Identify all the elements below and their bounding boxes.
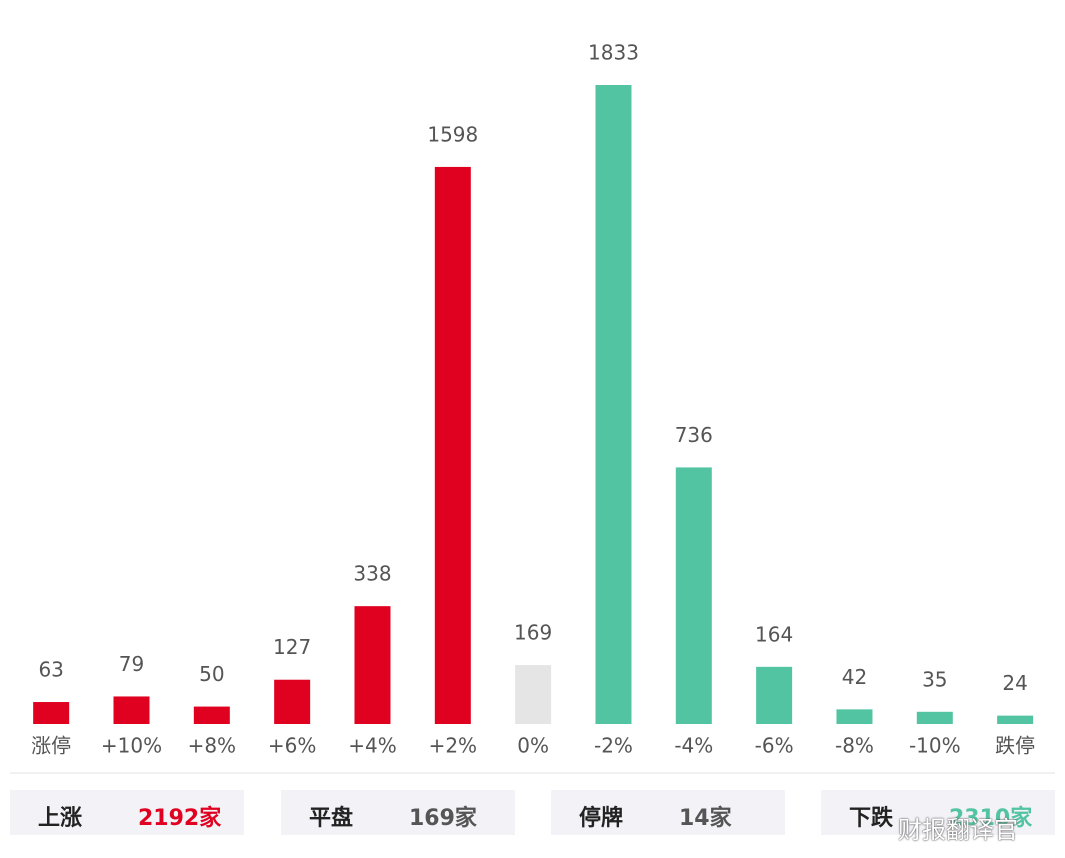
value-label: 736: [675, 423, 713, 447]
value-label: 42: [842, 665, 867, 689]
bar: [515, 665, 552, 724]
x-tick-label: +2%: [429, 734, 478, 758]
x-tick-label: -4%: [674, 734, 713, 758]
watermark: 财报翻译官: [898, 816, 1018, 844]
bar: [434, 166, 471, 724]
value-label: 79: [119, 652, 144, 676]
summary-label: 上涨: [38, 806, 83, 831]
bar: [274, 679, 311, 724]
bar: [113, 696, 150, 724]
x-tick-label: -6%: [755, 734, 794, 758]
value-label: 127: [273, 635, 311, 659]
value-label: 35: [922, 667, 947, 691]
value-label: 1598: [427, 122, 478, 146]
summary-label: 停牌: [579, 806, 624, 831]
bar: [916, 711, 953, 724]
x-tick-label: +6%: [268, 734, 317, 758]
bar: [675, 467, 712, 724]
value-label: 50: [199, 662, 224, 686]
summary-value: 2310家: [949, 806, 1033, 831]
x-tick-label: -8%: [835, 734, 874, 758]
bar: [354, 606, 391, 724]
value-label: 63: [38, 658, 63, 682]
bar: [193, 706, 230, 724]
value-label: 164: [755, 622, 793, 646]
value-label: 24: [1002, 671, 1027, 695]
x-tick-label: +10%: [101, 734, 162, 758]
bar: [836, 709, 873, 724]
bar: [595, 85, 632, 724]
x-tick-label: +4%: [348, 734, 397, 758]
summary-label: 平盘: [309, 806, 354, 831]
bar: [33, 702, 70, 724]
value-label: 338: [353, 562, 391, 586]
chart: 63 涨停 79 +10% 50 +8% 127 +6% 338 +4% 1598 +2% 169 0% 1…: [10, 41, 1055, 774]
x-tick-label: 涨停: [31, 734, 71, 758]
summary-label: 下跌: [849, 806, 894, 831]
x-tick-label: 跌停: [995, 734, 1035, 758]
summary-box: 停牌 14家: [551, 790, 785, 835]
value-label: 1833: [588, 41, 639, 65]
value-label: 169: [514, 621, 552, 645]
summary-box: 平盘 169家: [281, 790, 515, 835]
bar: [756, 666, 793, 724]
x-tick-label: 0%: [517, 734, 549, 758]
x-tick-label: +8%: [188, 734, 237, 758]
summary-value: 169家: [409, 806, 477, 831]
x-tick-label: -2%: [594, 734, 633, 758]
x-tick-label: -10%: [909, 734, 961, 758]
summary-box: 上涨 2192家: [10, 790, 244, 835]
summary-value: 14家: [679, 806, 732, 831]
summary-box: 下跌 2310家: [821, 790, 1055, 835]
bar: [997, 715, 1034, 724]
summary-value: 2192家: [138, 806, 222, 831]
